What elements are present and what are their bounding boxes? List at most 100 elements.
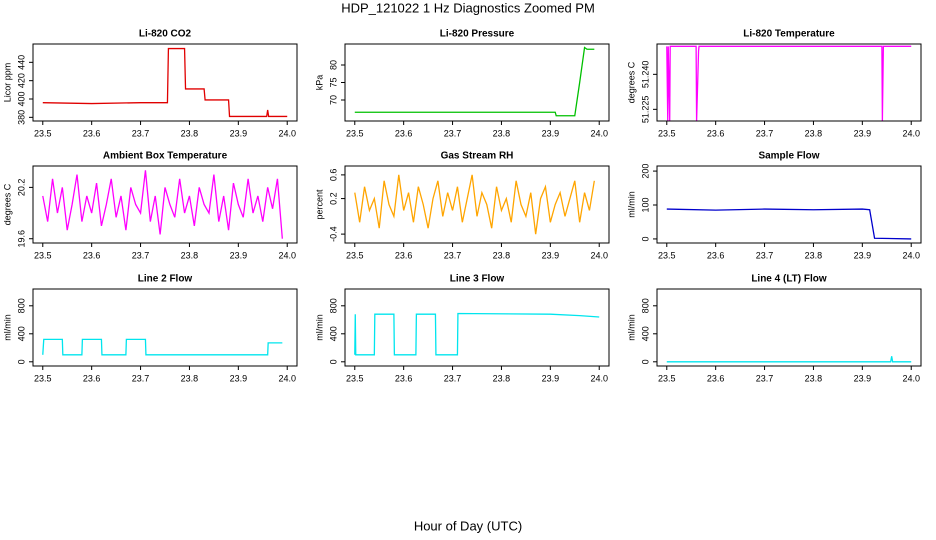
- data-line: [42, 170, 283, 239]
- x-tick-label: 23.5: [658, 128, 676, 138]
- y-tick-label: 51.240: [640, 61, 650, 89]
- x-tick-label: 23.8: [493, 373, 511, 383]
- y-tick-label: 75: [328, 77, 338, 87]
- data-line: [42, 338, 283, 356]
- x-tick-label: 23.6: [83, 250, 101, 260]
- x-tick-label: 23.7: [444, 250, 462, 260]
- y-tick-label: 800: [328, 298, 338, 313]
- x-tick-label: 23.9: [542, 250, 560, 260]
- x-tick-label: 23.8: [493, 128, 511, 138]
- y-tick-label: 20.2: [16, 179, 26, 197]
- plot-frame: [32, 288, 298, 367]
- y-tick-label: 800: [640, 298, 650, 313]
- plot-frame: [656, 288, 922, 367]
- y-tick-label: 0: [16, 359, 26, 364]
- y-tick-label: 0.6: [328, 169, 338, 182]
- x-tick-label: 23.8: [181, 373, 199, 383]
- y-tick-label: 0: [640, 236, 650, 241]
- y-axis-label: ml/min: [2, 314, 12, 341]
- y-axis-label: ml/min: [626, 314, 636, 341]
- x-tick-label: 24.0: [278, 128, 296, 138]
- y-tick-label: 400: [16, 91, 26, 106]
- y-axis-label: ml/min: [314, 314, 324, 341]
- y-tick-label: 400: [328, 326, 338, 341]
- panel-title: Sample Flow: [758, 151, 819, 162]
- x-tick-label: 24.0: [902, 250, 920, 260]
- y-tick-label: 400: [16, 326, 26, 341]
- x-tick-label: 23.9: [854, 128, 872, 138]
- x-tick-label: 23.6: [395, 250, 413, 260]
- x-tick-label: 23.5: [658, 250, 676, 260]
- y-tick-label: 0: [328, 359, 338, 364]
- x-tick-label: 23.7: [132, 128, 150, 138]
- x-tick-label: 23.5: [658, 373, 676, 383]
- y-tick-label: 100: [640, 197, 650, 212]
- x-tick-label: 23.8: [805, 373, 823, 383]
- panel-title: Ambient Box Temperature: [103, 151, 228, 162]
- y-tick-label: 0: [640, 359, 650, 364]
- x-tick-label: 23.7: [444, 128, 462, 138]
- panel-title: Gas Stream RH: [441, 151, 514, 162]
- panel-title: Li-820 Temperature: [743, 29, 835, 40]
- data-line: [354, 312, 600, 356]
- x-tick-label: 23.6: [83, 128, 101, 138]
- plot-frame: [656, 165, 922, 244]
- panel-title: Li-820 CO2: [139, 29, 192, 40]
- y-tick-label: 70: [328, 95, 338, 105]
- data-line: [354, 46, 595, 117]
- y-tick-label: 80: [328, 60, 338, 70]
- plot-frame: [656, 43, 922, 122]
- y-tick-label: 19.6: [16, 230, 26, 248]
- y-axis-label: Licor ppm: [2, 63, 12, 103]
- x-tick-label: 24.0: [590, 373, 608, 383]
- data-line: [42, 47, 288, 118]
- x-tick-label: 23.9: [854, 373, 872, 383]
- data-line: [354, 174, 595, 235]
- x-tick-label: 23.7: [444, 373, 462, 383]
- x-tick-label: 23.6: [395, 128, 413, 138]
- plot-frame: [32, 43, 298, 122]
- x-tick-label: 23.5: [34, 128, 52, 138]
- y-axis-label: ml/min: [626, 191, 636, 218]
- x-tick-label: 23.8: [181, 128, 199, 138]
- y-axis-label: percent: [314, 189, 324, 220]
- panel-title: Line 2 Flow: [138, 274, 193, 285]
- x-tick-label: 23.9: [230, 373, 248, 383]
- y-axis-label: degrees C: [2, 183, 12, 225]
- y-tick-label: 200: [640, 164, 650, 179]
- x-tick-label: 23.5: [34, 373, 52, 383]
- x-tick-label: 23.8: [493, 250, 511, 260]
- data-line: [666, 208, 912, 240]
- x-tick-label: 23.5: [34, 250, 52, 260]
- y-tick-label: 400: [640, 326, 650, 341]
- x-tick-label: 23.8: [805, 250, 823, 260]
- x-tick-label: 24.0: [590, 128, 608, 138]
- x-tick-label: 23.7: [132, 373, 150, 383]
- y-axis-label: degrees C: [626, 61, 636, 103]
- x-tick-label: 23.6: [707, 250, 725, 260]
- y-tick-label: 0.2: [328, 192, 338, 205]
- data-line: [666, 45, 912, 122]
- y-tick-label: 440: [16, 55, 26, 70]
- y-tick-label: 420: [16, 73, 26, 88]
- y-tick-label: 380: [16, 110, 26, 125]
- y-tick-label: 800: [16, 298, 26, 313]
- x-tick-label: 23.5: [346, 373, 364, 383]
- x-tick-label: 23.9: [230, 250, 248, 260]
- x-tick-label: 23.7: [132, 250, 150, 260]
- plot-frame: [344, 43, 610, 122]
- x-tick-label: 23.5: [346, 250, 364, 260]
- plot-frame: [32, 165, 298, 244]
- x-tick-label: 24.0: [590, 250, 608, 260]
- x-tick-label: 23.6: [395, 373, 413, 383]
- panel-title: Li-820 Pressure: [440, 29, 515, 40]
- plot-frame: [344, 288, 610, 367]
- x-tick-label: 23.6: [83, 373, 101, 383]
- y-tick-label: 51.225: [640, 96, 650, 124]
- x-tick-label: 24.0: [278, 250, 296, 260]
- x-tick-label: 24.0: [278, 373, 296, 383]
- x-axis-label: Hour of Day (UTC): [414, 518, 522, 533]
- x-tick-label: 23.7: [756, 250, 774, 260]
- x-tick-label: 24.0: [902, 373, 920, 383]
